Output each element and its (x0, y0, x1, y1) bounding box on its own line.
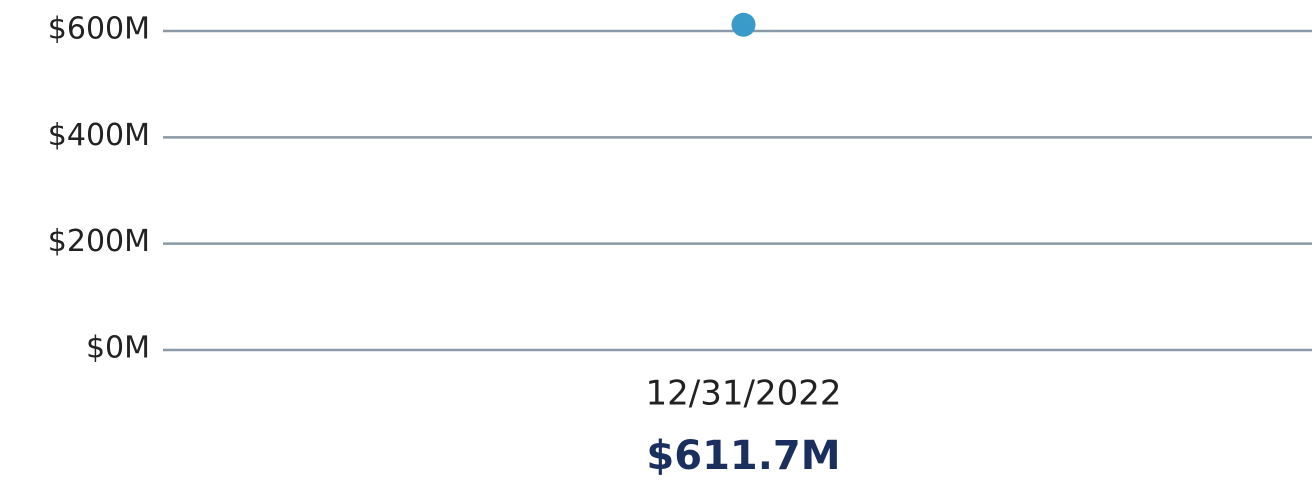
y-tick-label: $0M (86, 331, 150, 366)
y-tick-label: $400M (48, 118, 150, 153)
data-label: $611.7M (646, 433, 840, 479)
x-tick-label: 12/31/2022 (646, 374, 842, 414)
y-tick-label: $600M (48, 12, 150, 47)
data-point (731, 12, 756, 37)
y-tick-label: $200M (48, 224, 150, 259)
